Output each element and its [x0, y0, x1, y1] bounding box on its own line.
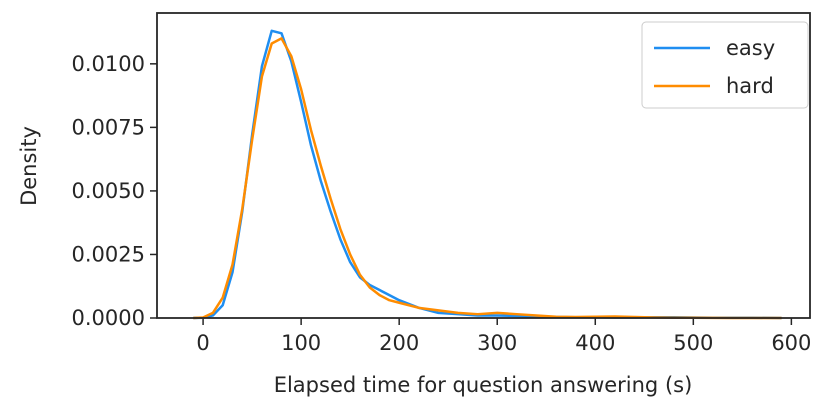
x-tick-label: 200 — [379, 331, 419, 355]
legend-box — [641, 21, 809, 109]
x-tick-label: 600 — [771, 331, 811, 355]
plot-frame — [156, 12, 811, 319]
legend-label: hard — [726, 74, 774, 98]
x-tick-label: 100 — [281, 331, 321, 355]
x-tick-label: 500 — [673, 331, 713, 355]
x-tick-label: 300 — [477, 331, 517, 355]
legend-label: easy — [726, 36, 775, 60]
y-tick-label: 0.0000 — [72, 306, 145, 330]
x-tick-label: 0 — [196, 331, 209, 355]
x-axis-label: Elapsed time for question answering (s) — [274, 373, 693, 397]
y-tick-label: 0.0050 — [72, 179, 145, 203]
y-tick-label: 0.0100 — [72, 52, 145, 76]
y-tick-label: 0.0025 — [72, 242, 145, 266]
y-axis-label: Density — [17, 126, 41, 206]
y-tick-label: 0.0075 — [72, 115, 145, 139]
x-tick-label: 400 — [575, 331, 615, 355]
